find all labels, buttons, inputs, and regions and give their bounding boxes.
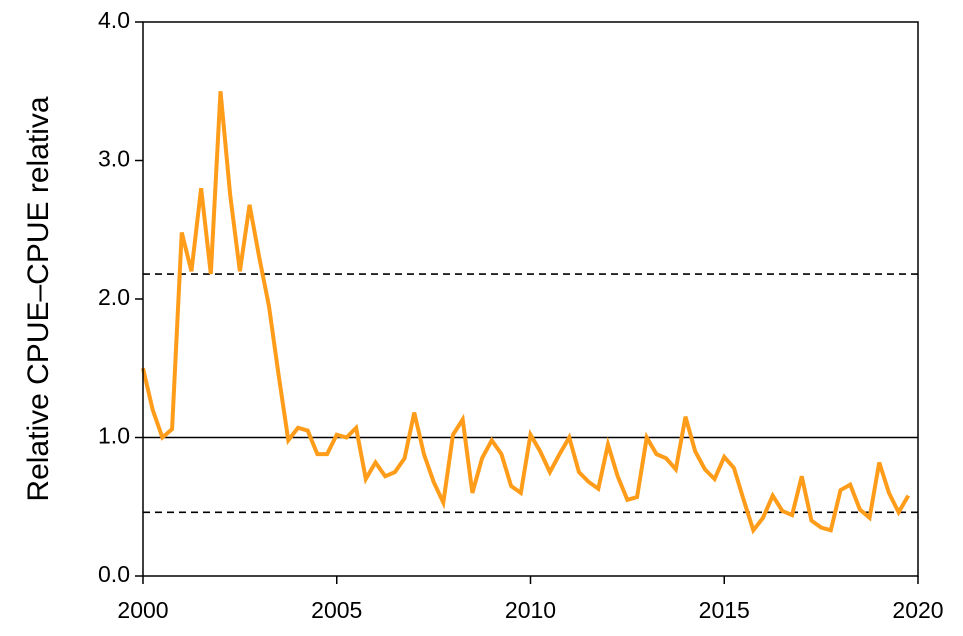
x-tick-label: 2010 bbox=[505, 597, 556, 623]
x-tick-label: 2000 bbox=[117, 597, 168, 623]
y-axis-label: Relative CPUE–CPUE relativa bbox=[22, 96, 55, 501]
x-tick-label: 2020 bbox=[892, 597, 943, 623]
x-tick-label: 2005 bbox=[311, 597, 362, 623]
plot-frame bbox=[142, 21, 919, 577]
x-tick-label: 2015 bbox=[699, 597, 750, 623]
y-tick-label: 3.0 bbox=[98, 146, 130, 172]
y-tick-label: 2.0 bbox=[98, 284, 130, 310]
y-tick-label: 4.0 bbox=[98, 7, 130, 33]
y-tick-label: 1.0 bbox=[98, 423, 130, 449]
y-tick-label: 0.0 bbox=[98, 561, 130, 587]
data-line bbox=[141, 91, 911, 535]
